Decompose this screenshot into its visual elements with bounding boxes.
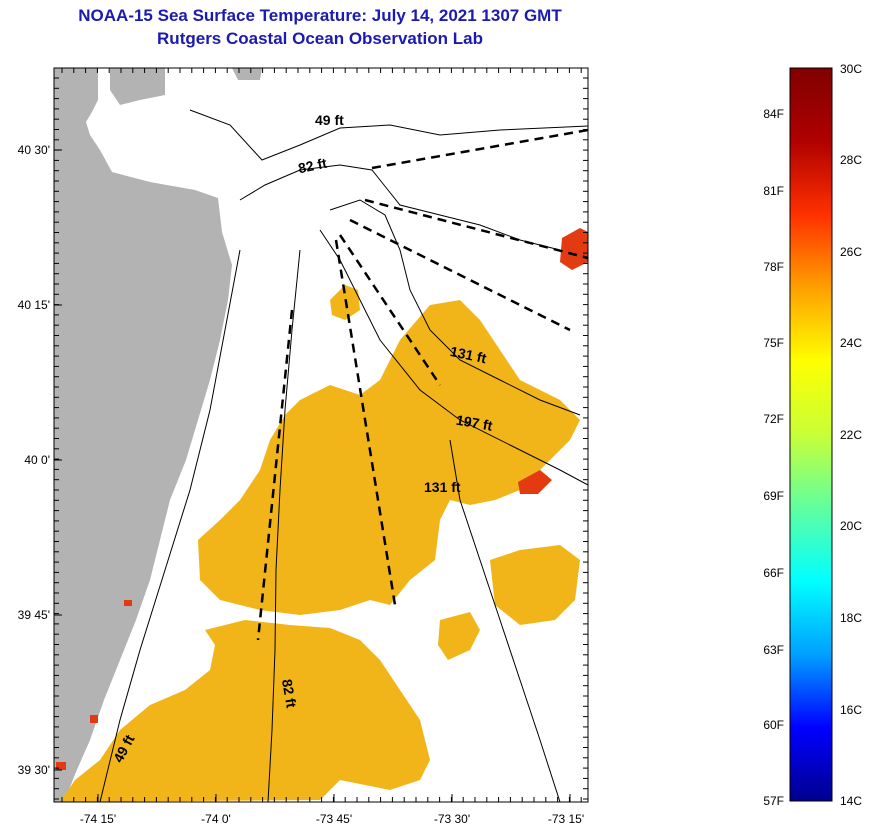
lon-label-2: -74 0' <box>201 812 231 826</box>
map-frame <box>53 67 589 803</box>
transect-5 <box>334 239 397 606</box>
colorbar-f-label-66: 66F <box>763 566 784 580</box>
colorbar-c-label-14: 14C <box>840 794 862 808</box>
sst-pixel-hot-2 <box>124 600 132 606</box>
transect-4 <box>338 234 442 386</box>
lat-label-2: 40 15' <box>18 298 50 312</box>
sst-region-south <box>60 620 430 802</box>
contour-label-131ft: 131 ft <box>449 343 488 366</box>
colorbar-c-label-30: 30C <box>840 62 862 76</box>
colorbar-f-label-78: 78F <box>763 260 784 274</box>
contour-49ft-south <box>99 249 241 802</box>
colorbar-c-label-26: 26C <box>840 245 862 259</box>
major-ticks <box>54 149 571 802</box>
lon-label-1: -74 15' <box>80 812 116 826</box>
colorbar-f-label-81: 81F <box>763 184 784 198</box>
lat-label-4: 39 45' <box>18 608 50 622</box>
lat-label-1: 40 30' <box>18 143 50 157</box>
contour-label-82ft-south: 82 ft <box>279 678 300 709</box>
transect-1 <box>371 128 588 170</box>
sst-region-hot-spot <box>560 228 588 270</box>
sst-region-central <box>198 300 580 615</box>
contour-label-82ft-north: 82 ft <box>297 155 329 177</box>
colorbar-f-label-72: 72F <box>763 412 784 426</box>
transect-3 <box>349 218 571 332</box>
lat-label-5: 39 30' <box>18 763 50 777</box>
colorbar-c-label-18: 18C <box>840 611 862 625</box>
contour-82ft-north <box>239 164 561 251</box>
colorbar-c-label-16: 16C <box>840 703 862 717</box>
contour-label-197ft: 197 ft <box>455 412 494 434</box>
contour-82ft-south <box>267 249 301 802</box>
colorbar-f-label-63: 63F <box>763 643 784 657</box>
transect-lines <box>256 128 588 641</box>
colorbar-f-label-60: 60F <box>763 718 784 732</box>
colorbar-c-label-28: 28C <box>840 153 862 167</box>
lon-label-5: -73 15' <box>548 812 584 826</box>
sst-region-hot-spot-east <box>518 470 552 494</box>
lon-label-4: -73 30' <box>434 812 470 826</box>
contour-label-131ft-south: 131 ft <box>424 479 461 495</box>
contour-197ft <box>319 229 588 486</box>
lon-label-3: -73 45' <box>316 812 352 826</box>
contour-131ft-south <box>449 439 561 802</box>
colorbar-f-label-69: 69F <box>763 489 784 503</box>
colorbar-f-label-57: 57F <box>763 794 784 808</box>
contour-131ft <box>329 199 581 416</box>
lat-label-3: 40 0' <box>24 453 50 467</box>
colorbar: 84F 81F 78F 75F 72F 69F 66F 63F 60F 57F … <box>763 62 862 808</box>
colorbar-bar <box>789 67 833 802</box>
land-patch-north <box>110 68 165 105</box>
sst-region-island <box>438 612 480 660</box>
bathymetry-contours <box>99 109 588 802</box>
map-subtitle: Rutgers Coastal Ocean Observation Lab <box>157 29 483 48</box>
colorbar-c-label-22: 22C <box>840 428 862 442</box>
sst-pixel-hot-1 <box>90 715 98 723</box>
transect-6 <box>256 309 294 641</box>
transect-2 <box>364 198 588 260</box>
land-mass <box>54 68 232 802</box>
colorbar-f-label-75: 75F <box>763 336 784 350</box>
sst-pixel-hot-3 <box>56 762 66 770</box>
colorbar-c-label-24: 24C <box>840 336 862 350</box>
map-title: NOAA-15 Sea Surface Temperature: July 14… <box>78 6 562 25</box>
sst-region-southeast <box>490 545 580 625</box>
colorbar-f-label-84: 84F <box>763 107 784 121</box>
contour-label-49ft-north: 49 ft <box>315 112 344 128</box>
colorbar-c-label-20: 20C <box>840 519 862 533</box>
contour-49ft-north <box>189 109 588 161</box>
